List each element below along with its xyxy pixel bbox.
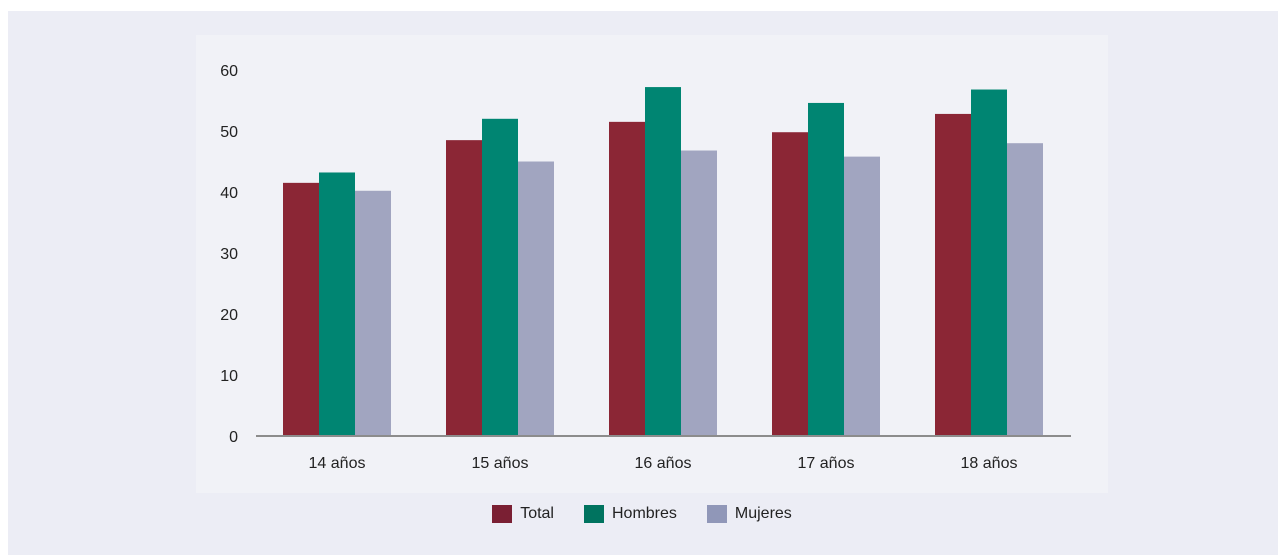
y-tick-label: 40	[220, 185, 238, 202]
bar-mujeres	[681, 150, 717, 436]
legend-swatch-mujeres	[706, 505, 727, 523]
legend-item-hombres: Hombres	[583, 505, 677, 523]
bar-mujeres	[355, 190, 391, 436]
legend-swatch-total	[492, 505, 513, 523]
bar-total	[935, 113, 971, 437]
legend-item-mujeres: Mujeres	[706, 505, 792, 523]
legend-item-total: Total	[492, 505, 554, 523]
bar-total	[772, 132, 808, 436]
legend: Total Hombres Mujeres	[0, 505, 1284, 523]
x-tick-label: 14 años	[309, 455, 366, 472]
bar-hombres	[645, 87, 681, 436]
x-tick-label: 16 años	[635, 455, 692, 472]
y-tick-label: 60	[220, 63, 238, 80]
y-tick-label: 50	[220, 124, 238, 141]
bar-hombres	[319, 172, 355, 437]
x-tick-label: 17 años	[798, 455, 855, 472]
bar-total	[609, 121, 645, 436]
legend-swatch-hombres	[583, 505, 604, 523]
x-tick-label: 15 años	[472, 455, 529, 472]
bar-mujeres	[844, 156, 880, 436]
legend-label-total: Total	[520, 505, 554, 522]
x-tick-label: 18 años	[961, 455, 1018, 472]
bar-total	[283, 182, 319, 436]
y-tick-label: 30	[220, 246, 238, 263]
y-tick-label: 0	[229, 429, 238, 446]
legend-label-hombres: Hombres	[611, 505, 677, 522]
bar-total	[446, 140, 482, 436]
bar-mujeres	[518, 161, 554, 436]
legend-label-mujeres: Mujeres	[734, 505, 792, 522]
bar-hombres	[482, 118, 518, 437]
bar-hombres	[808, 102, 844, 436]
y-tick-label: 10	[220, 368, 238, 385]
bar-mujeres	[1007, 143, 1043, 436]
bar-hombres	[971, 89, 1007, 437]
y-tick-label: 20	[220, 307, 238, 324]
